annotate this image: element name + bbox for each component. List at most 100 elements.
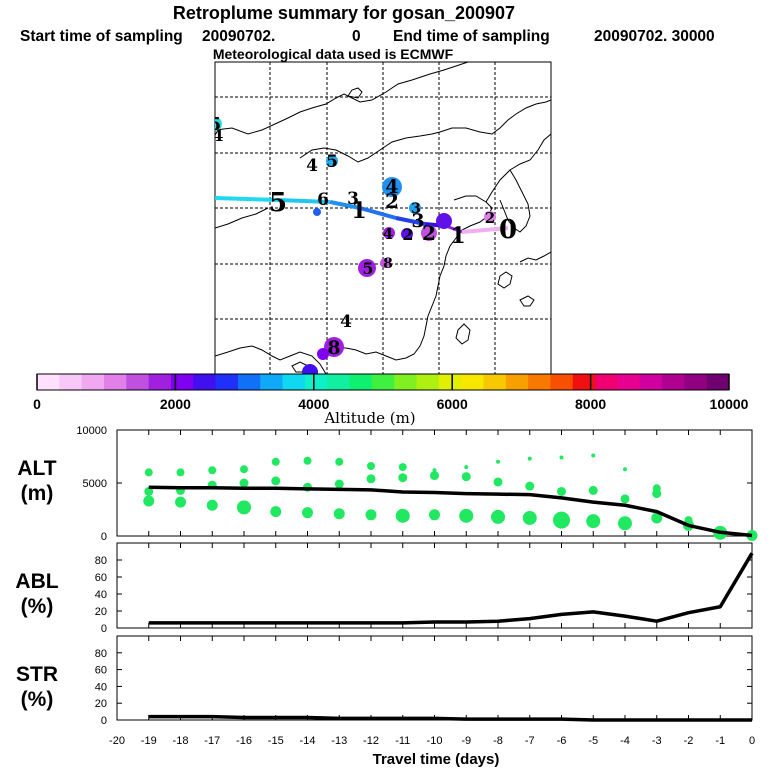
scatter-point xyxy=(144,486,154,496)
colorbar-swatch xyxy=(237,374,261,390)
colorbar-swatch xyxy=(550,374,574,390)
panel-abl: 0 20 40 60 80 ABL(%) xyxy=(15,542,754,635)
scatter-point xyxy=(239,478,249,488)
x-tick-label: -4 xyxy=(620,735,630,747)
day-label: 2 xyxy=(485,209,495,227)
scatter-point xyxy=(522,510,537,525)
x-tick-label: -3 xyxy=(652,735,662,747)
scatter-point xyxy=(208,466,217,475)
sampling-line: Start time of sampling 20090702. 0 End t… xyxy=(20,28,715,45)
x-tick-label: -13 xyxy=(331,735,347,747)
x-tick-label: -7 xyxy=(525,735,535,747)
time-series-panels: 0500010000ALT(m)020406080ABL(%)020406080… xyxy=(15,425,758,768)
met-line: Meteorological data used is ECMWF xyxy=(213,46,454,62)
colorbar-tick-label: 0 xyxy=(33,396,41,412)
colorbar-swatch xyxy=(103,374,127,390)
plume-dot xyxy=(326,155,338,167)
day-label: 2 xyxy=(402,225,413,244)
day-label: 1 xyxy=(351,198,366,224)
scatter-point xyxy=(303,456,312,465)
end-value: 20090702. 30000 xyxy=(594,28,715,45)
scatter-point xyxy=(271,476,281,486)
colorbar-swatch xyxy=(639,374,663,390)
day-label: 3 xyxy=(411,210,424,232)
scatter-point xyxy=(496,459,500,464)
scatter-point xyxy=(367,462,375,471)
panel-label: ABL xyxy=(15,570,58,593)
scatter-point xyxy=(557,486,566,496)
scatter-point xyxy=(618,516,632,531)
scatter-point xyxy=(588,485,598,495)
x-tick-label: -11 xyxy=(395,735,410,747)
plume-dot xyxy=(401,228,413,240)
scatter-point xyxy=(553,511,570,529)
colorbar-swatch xyxy=(505,374,529,390)
colorbar-swatch xyxy=(193,374,217,390)
y-tick-label: 0 xyxy=(101,623,107,635)
x-tick-label: -14 xyxy=(300,735,316,747)
plume-dot xyxy=(436,213,452,229)
day-label: 2 xyxy=(385,189,399,213)
colorbar-tick-label: 8000 xyxy=(575,396,606,412)
scatter-point xyxy=(398,463,407,472)
colorbar-swatch xyxy=(282,374,306,390)
colorbar-swatch xyxy=(483,374,507,390)
x-tick-label: -15 xyxy=(268,735,284,747)
scatter-point xyxy=(430,471,439,481)
start-label: Start time of sampling xyxy=(20,28,183,45)
scatter-point xyxy=(398,473,408,483)
y-tick-label: 40 xyxy=(95,589,107,601)
colorbar-swatch xyxy=(148,374,172,390)
x-tick-label: -6 xyxy=(557,735,567,747)
day-labels: 5 4 4 5 5 6 3 2 1 4 3 3 4 2 2 1 2 0 5 8 xyxy=(215,114,517,359)
day-label: 5 xyxy=(269,188,287,218)
colorbar-swatch xyxy=(572,374,596,390)
scatter-point xyxy=(144,468,153,477)
colorbar-swatch xyxy=(617,374,641,390)
scatter-point xyxy=(527,456,532,461)
scatter-point xyxy=(429,509,440,521)
scatter-point xyxy=(395,508,410,523)
colorbar-swatch xyxy=(59,374,83,390)
plume-dot xyxy=(409,202,421,214)
colorbar-swatch xyxy=(416,374,440,390)
x-tick-label: -8 xyxy=(493,735,503,747)
colorbar-swatch xyxy=(528,374,551,390)
colorbar-swatch xyxy=(371,374,395,390)
x-tick-label: -20 xyxy=(109,735,125,747)
panel-unit: (%) xyxy=(21,688,54,711)
colorbar-swatch xyxy=(126,374,150,390)
colorbar-swatch xyxy=(684,374,708,390)
scatter-point xyxy=(143,495,155,507)
y-tick-label: 60 xyxy=(95,665,107,677)
day-label: 4 xyxy=(385,176,398,198)
day-label: 3 xyxy=(347,189,359,209)
x-tick-label: -17 xyxy=(204,735,220,747)
panel-unit: (%) xyxy=(21,595,54,618)
panel-label: ALT xyxy=(17,457,56,480)
scatter-point xyxy=(459,508,474,523)
end-label: End time of sampling xyxy=(393,28,550,45)
colorbar-tick-label: 6000 xyxy=(437,396,468,412)
colorbar-swatch xyxy=(327,374,351,390)
y-tick-label: 80 xyxy=(95,555,107,567)
colorbar-swatch xyxy=(170,374,194,390)
x-tick-label: -12 xyxy=(363,735,379,747)
day-label: 3 xyxy=(411,201,421,217)
y-tick-label: 80 xyxy=(95,648,107,660)
scatter-point xyxy=(365,509,377,521)
x-tick-label: -2 xyxy=(684,735,694,747)
scatter-point xyxy=(586,514,601,529)
colorbar-swatch xyxy=(215,374,239,390)
plume-dot xyxy=(358,259,376,277)
day-label: 6 xyxy=(317,190,329,210)
scatter-point xyxy=(525,481,535,491)
colorbar-swatch xyxy=(349,374,373,390)
x-tick-label: -16 xyxy=(236,735,252,747)
coastlines xyxy=(215,62,551,374)
start-value: 20090702. xyxy=(202,28,275,45)
scatter-point xyxy=(464,465,469,470)
y-tick-label: 0 xyxy=(101,715,107,727)
scatter-point xyxy=(651,512,663,524)
